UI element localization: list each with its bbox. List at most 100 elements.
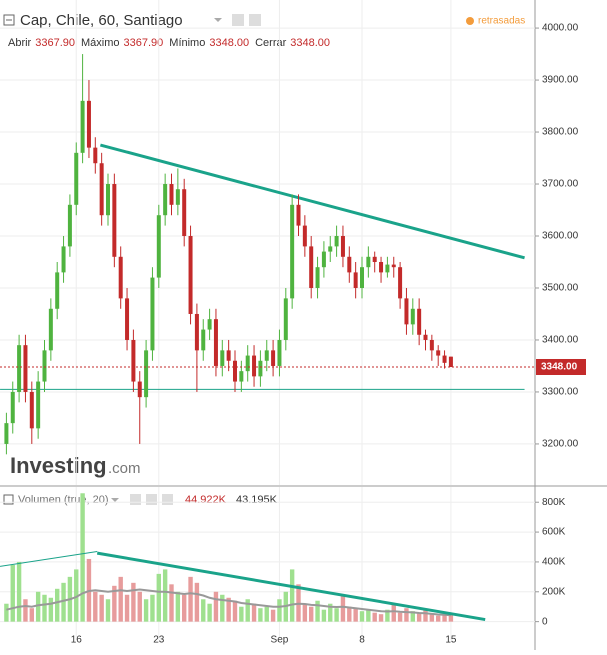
collapse-icon[interactable] bbox=[3, 14, 15, 26]
volume-bar bbox=[35, 591, 41, 622]
volume-bar bbox=[112, 585, 117, 622]
volume-bar bbox=[442, 612, 447, 622]
volume-bar bbox=[289, 569, 295, 622]
candle-body bbox=[61, 246, 66, 273]
settings-icon[interactable] bbox=[162, 494, 173, 505]
candle-body bbox=[283, 298, 288, 340]
volume-bar bbox=[194, 582, 200, 622]
volume-bar bbox=[4, 603, 9, 622]
candle-body bbox=[239, 371, 244, 382]
volume-bar bbox=[201, 599, 206, 622]
candle-body bbox=[106, 184, 110, 216]
volume-bar bbox=[29, 608, 34, 622]
volume-bar bbox=[162, 569, 168, 622]
volume-bar bbox=[188, 576, 193, 622]
candle-body bbox=[93, 147, 98, 164]
logo-suffix: .com bbox=[108, 460, 141, 477]
volume-bar bbox=[391, 603, 396, 622]
candle-body bbox=[436, 350, 441, 356]
candle-body bbox=[271, 350, 276, 366]
volume-bar bbox=[55, 588, 60, 622]
candle-body bbox=[252, 355, 257, 377]
volume-bar bbox=[410, 611, 415, 622]
ohlc-label: Abrir bbox=[8, 37, 32, 49]
volume-bar bbox=[239, 606, 244, 622]
volume-bar bbox=[105, 599, 111, 622]
trendline bbox=[96, 551, 486, 622]
candle-body bbox=[429, 339, 434, 351]
y-tick-label: 4000.00 bbox=[542, 23, 579, 34]
ohlc-value: 3348.00 bbox=[290, 37, 330, 49]
last-price-label: 3348.00 bbox=[541, 362, 578, 373]
candle-body bbox=[80, 100, 85, 153]
settings-icon[interactable] bbox=[130, 494, 141, 505]
candle-body bbox=[194, 313, 199, 351]
ohlc-value: 3367.90 bbox=[124, 37, 164, 49]
x-tick-label: 16 bbox=[71, 635, 83, 646]
settings-icon[interactable] bbox=[232, 14, 244, 26]
volume-bar bbox=[334, 608, 339, 622]
y-tick-label: 3800.00 bbox=[542, 127, 579, 138]
candle-body bbox=[55, 272, 60, 309]
volume-bar bbox=[277, 599, 282, 622]
volume-bar bbox=[404, 608, 409, 622]
candle-body bbox=[182, 189, 187, 237]
candle-body bbox=[277, 339, 282, 366]
y-tick-label: 0 bbox=[542, 616, 548, 627]
volume-bar bbox=[245, 599, 250, 622]
volume-bar bbox=[328, 603, 333, 622]
ohlc-label: Mínimo bbox=[169, 37, 205, 49]
y-tick-label: 3500.00 bbox=[542, 283, 579, 294]
candle-body bbox=[175, 189, 180, 205]
candle-body bbox=[42, 350, 47, 382]
candle-body bbox=[220, 350, 225, 366]
candle-body bbox=[156, 215, 161, 278]
candle-body bbox=[48, 308, 53, 351]
y-tick-label: 3400.00 bbox=[542, 335, 579, 346]
candle-body bbox=[296, 204, 301, 226]
volume-bar bbox=[80, 493, 85, 622]
candle-body bbox=[99, 163, 104, 216]
candle-body bbox=[36, 381, 41, 429]
candle-body bbox=[213, 319, 218, 366]
candle-body bbox=[410, 308, 415, 325]
candle-body bbox=[258, 360, 263, 377]
candle-body bbox=[137, 381, 142, 398]
x-tick-label: 8 bbox=[359, 635, 365, 646]
volume-ma-line bbox=[6, 588, 451, 617]
candle-body bbox=[290, 204, 295, 299]
dropdown-icon[interactable] bbox=[214, 18, 222, 22]
volume-ma-value: 43.195K bbox=[236, 494, 278, 506]
y-tick-label: 600K bbox=[542, 527, 566, 538]
volume-bar bbox=[270, 609, 276, 622]
y-tick-label: 3200.00 bbox=[542, 439, 579, 450]
x-tick-label: 15 bbox=[445, 635, 457, 646]
collapse-icon[interactable] bbox=[3, 494, 14, 505]
last-price-box bbox=[536, 358, 586, 375]
candle-body bbox=[201, 329, 206, 351]
candle-body bbox=[264, 350, 269, 361]
settings-icon[interactable] bbox=[146, 494, 157, 505]
dropdown-icon[interactable] bbox=[111, 498, 119, 502]
y-tick-label: 200K bbox=[542, 586, 566, 597]
candle-body bbox=[23, 345, 28, 392]
candle-body bbox=[379, 261, 384, 273]
volume-bar bbox=[48, 597, 54, 622]
volume-bar bbox=[137, 591, 142, 622]
ohlc-value: 3367.90 bbox=[35, 37, 75, 49]
candle-body bbox=[163, 184, 168, 216]
candle-body bbox=[404, 298, 409, 325]
volume-bar bbox=[340, 594, 346, 622]
candle-body bbox=[245, 355, 250, 372]
volume-bar bbox=[347, 606, 352, 622]
candle-body bbox=[398, 267, 403, 299]
volume-bar bbox=[150, 594, 155, 622]
candle-body bbox=[372, 256, 377, 262]
candle-body bbox=[150, 277, 155, 351]
volume-bar bbox=[213, 591, 219, 622]
volume-bar bbox=[315, 600, 320, 622]
candle-body bbox=[169, 184, 174, 205]
settings-icon[interactable] bbox=[249, 14, 261, 26]
